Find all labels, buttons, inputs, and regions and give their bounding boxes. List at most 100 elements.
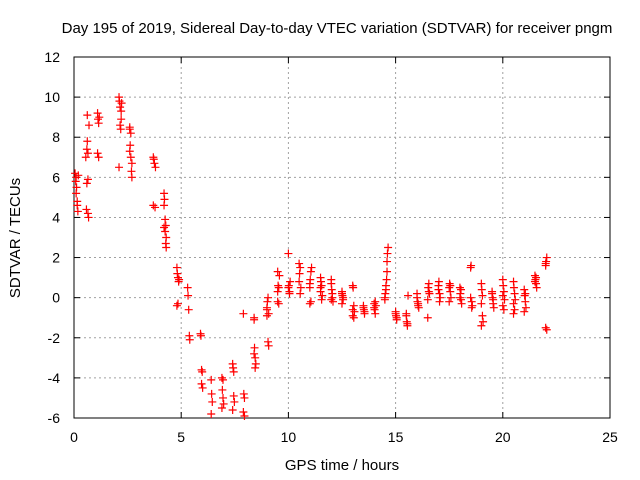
data-point [511,295,520,304]
y-tick-label: 12 [44,49,60,65]
data-point [520,291,529,300]
data-point [173,273,182,282]
data-point [264,309,273,318]
data-point [264,293,273,302]
data-point [445,297,454,306]
data-point [382,275,391,284]
y-tick-labels: -6 -4 -2 0 2 4 6 8 10 12 [44,49,60,426]
data-point [274,283,283,292]
data-point [499,287,508,296]
data-point [328,297,337,306]
data-point [229,391,238,400]
data-point [371,297,380,306]
data-point [541,259,550,268]
axis-ticks [73,56,611,419]
data-point [125,123,134,132]
data-point [468,301,477,310]
data-point [414,299,423,308]
data-point [208,397,217,406]
data-point [250,315,259,324]
data-point [317,295,326,304]
data-point [219,393,228,402]
data-point [161,227,170,236]
data-point [172,301,181,310]
data-point [149,155,158,164]
data-point [435,297,444,306]
data-point [445,279,454,288]
data-point [160,223,169,232]
data-point [126,153,135,162]
data-point [251,363,260,372]
data-point [402,317,411,326]
data-point [116,125,125,134]
data-point [162,243,171,252]
data-point [521,297,530,306]
data-point [217,403,226,412]
data-point [82,179,91,188]
y-tick-label: -6 [48,410,61,426]
data-point [127,159,136,168]
data-point [94,153,103,162]
data-point [383,257,392,266]
data-point [466,293,475,302]
data-point [318,291,327,300]
data-point [274,281,283,290]
data-point [392,313,401,322]
data-point [338,289,346,298]
data-point [117,99,126,108]
data-point [183,283,192,292]
data-point [456,295,465,304]
data-point [175,275,184,284]
data-point [423,295,432,304]
data-point [404,291,413,300]
x-tick-label: 0 [70,429,78,445]
data-point [207,375,216,384]
data-point [349,301,358,310]
data-point [286,277,295,286]
data-point [359,303,368,312]
data-point [198,367,207,376]
data-point [317,281,326,290]
data-point [73,197,82,206]
data-point [542,325,551,334]
x-tick-label: 25 [602,429,618,445]
data-point [521,289,530,298]
data-point [284,249,293,258]
data-point [184,305,193,314]
data-point [477,321,486,330]
data-point [380,295,389,304]
y-tick-label: 8 [52,129,60,145]
data-point [263,297,272,306]
y-tick-label: 6 [52,169,60,185]
data-point [477,299,486,308]
data-point [207,389,216,398]
data-points [71,93,551,420]
data-point [160,201,169,210]
data-point [273,267,282,276]
data-point [83,137,92,146]
data-point [371,309,380,318]
grid-lines [74,57,610,418]
data-point [250,349,259,358]
data-point [479,317,488,326]
data-point [240,393,249,402]
data-point [446,281,455,290]
data-point [93,149,102,158]
data-point [115,97,124,106]
data-point [275,271,284,280]
data-point [151,203,160,212]
data-point [436,293,445,302]
data-point [348,305,357,314]
data-point [520,307,529,316]
data-point [239,309,248,318]
data-point [173,269,182,278]
data-point [229,363,238,372]
x-axis-label: GPS time / hours [285,457,399,474]
data-point [391,309,400,318]
data-point [74,171,83,180]
data-point [455,293,464,302]
data-point [81,153,90,162]
data-point [305,279,314,288]
data-point [530,277,539,286]
data-point [94,115,103,124]
